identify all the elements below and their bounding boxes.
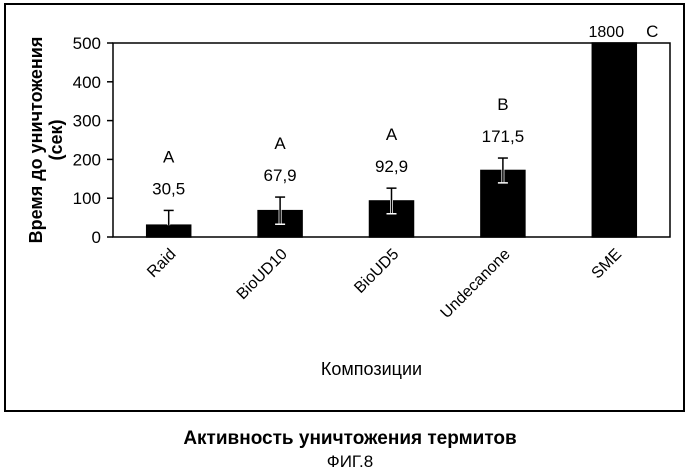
bar-sme xyxy=(592,43,636,237)
bar-chart: 0 100 200 300 400 500 Время до уничтожения(сек… xyxy=(0,0,700,420)
data-label: 67,9 xyxy=(264,166,297,185)
x-tick-label: BioUD5 xyxy=(351,246,402,297)
chart-caption: Активность уничтожения термитов xyxy=(0,428,700,450)
data-label: 171,5 xyxy=(482,127,525,146)
y-tick-label: 0 xyxy=(92,228,101,247)
group-letter: B xyxy=(497,95,508,114)
group-letter: A xyxy=(274,134,286,153)
group-letter: C xyxy=(646,22,658,41)
x-tick-label: BioUD10 xyxy=(234,246,291,303)
x-tick-label: Undecanone xyxy=(438,246,514,322)
y-tick-label: 500 xyxy=(73,34,101,53)
group-letter: A xyxy=(386,125,398,144)
data-label: 1800 xyxy=(589,24,625,41)
bar-raid xyxy=(147,225,191,237)
y-axis-title-line-2: (сек) xyxy=(46,119,66,160)
y-axis-title-line-1: Время до уничтожения xyxy=(26,37,46,244)
x-tick-label: SME xyxy=(589,246,626,283)
data-label: 30,5 xyxy=(152,179,185,198)
group-letter: A xyxy=(163,147,175,166)
y-tick-label: 200 xyxy=(73,150,101,169)
figure-label: ФИГ.8 xyxy=(0,452,700,472)
x-axis-title: Композиции xyxy=(321,359,422,379)
y-tick-label: 300 xyxy=(73,112,101,131)
y-tick-label: 100 xyxy=(73,189,101,208)
data-label: 92,9 xyxy=(375,157,408,176)
y-tick-label: 400 xyxy=(73,73,101,92)
x-tick-label: Raid xyxy=(144,246,179,281)
